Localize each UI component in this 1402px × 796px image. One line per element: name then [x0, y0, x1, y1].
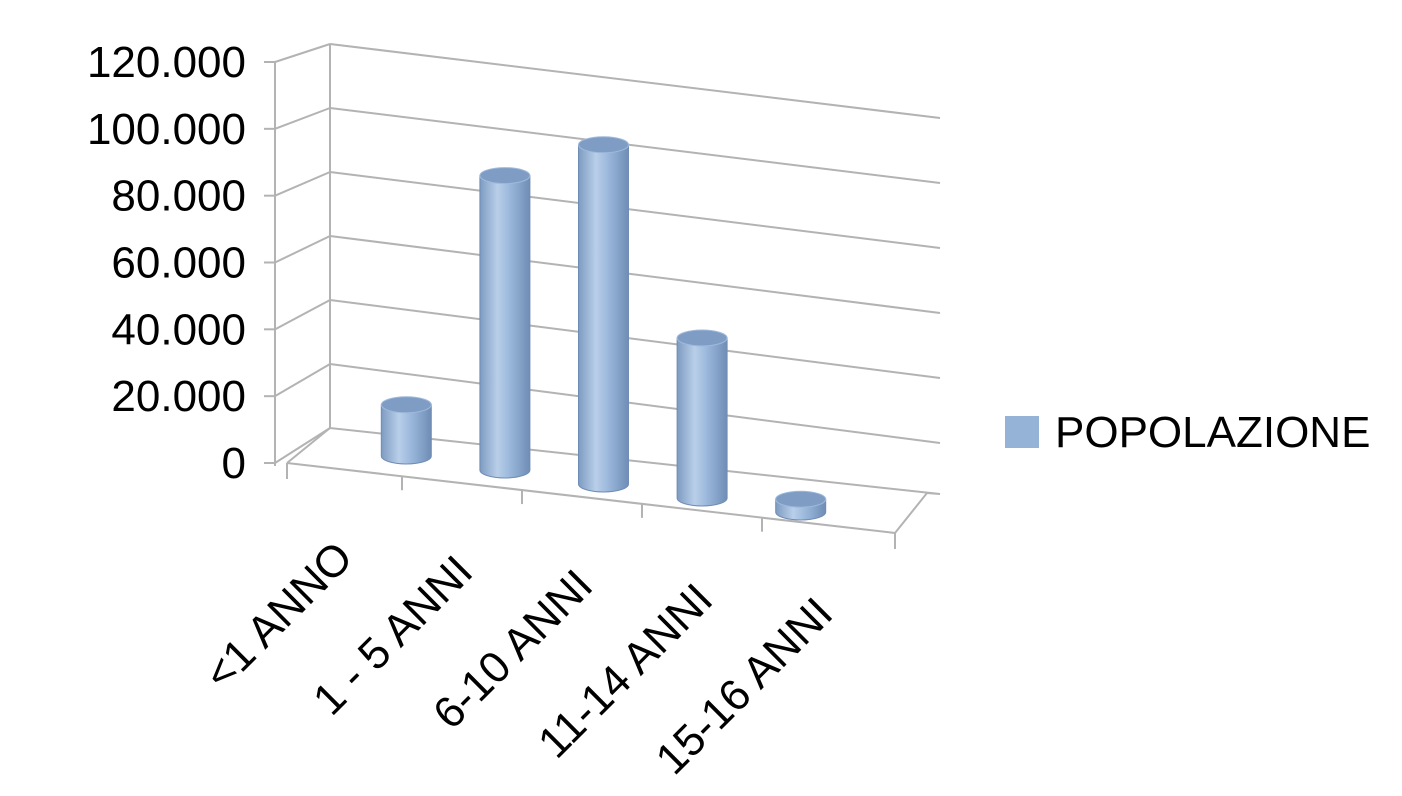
- legend-swatch: [1005, 416, 1039, 448]
- gridline: [329, 363, 941, 444]
- bar-0: [380, 404, 432, 465]
- y-axis-labels: 0 20.000 40.000 60.000 80.000 100.000 120.000: [87, 38, 246, 488]
- y-tick-label: 120.000: [87, 38, 246, 87]
- bar-1: [479, 175, 531, 479]
- y-tick-label: 40.000: [111, 305, 246, 354]
- side-gridline: [274, 427, 331, 464]
- side-gridline: [274, 235, 331, 264]
- gridline: [329, 107, 941, 184]
- bar-top-2: [578, 136, 629, 154]
- axes: [264, 44, 941, 549]
- y-tick-label: 100.000: [87, 105, 246, 154]
- bars: [380, 136, 827, 521]
- floor-outline: [286, 426, 941, 534]
- y-tick-label: 0: [222, 439, 246, 488]
- bar-top-3: [676, 329, 728, 347]
- gridlines: [274, 43, 941, 464]
- side-gridline: [274, 43, 331, 63]
- y-tick-label: 20.000: [111, 372, 246, 421]
- x-axis-line: [286, 462, 896, 534]
- side-gridline: [274, 299, 331, 331]
- side-gridline: [274, 363, 331, 398]
- gridline: [329, 299, 941, 379]
- bar-top-4: [775, 490, 827, 508]
- bar-top-0: [380, 396, 432, 414]
- legend-label: POPOLAZIONE: [1055, 408, 1370, 457]
- gridline: [329, 43, 941, 119]
- y-tick-label: 80.000: [111, 172, 246, 221]
- y-tick-label: 60.000: [111, 239, 246, 288]
- side-gridline: [274, 171, 331, 197]
- gridline: [329, 235, 941, 314]
- gridline: [329, 171, 941, 249]
- side-gridline: [274, 107, 331, 130]
- bar-top-1: [479, 167, 531, 185]
- bar-3: [676, 337, 728, 507]
- legend: POPOLAZIONE: [1005, 408, 1370, 457]
- bar-2: [578, 144, 629, 493]
